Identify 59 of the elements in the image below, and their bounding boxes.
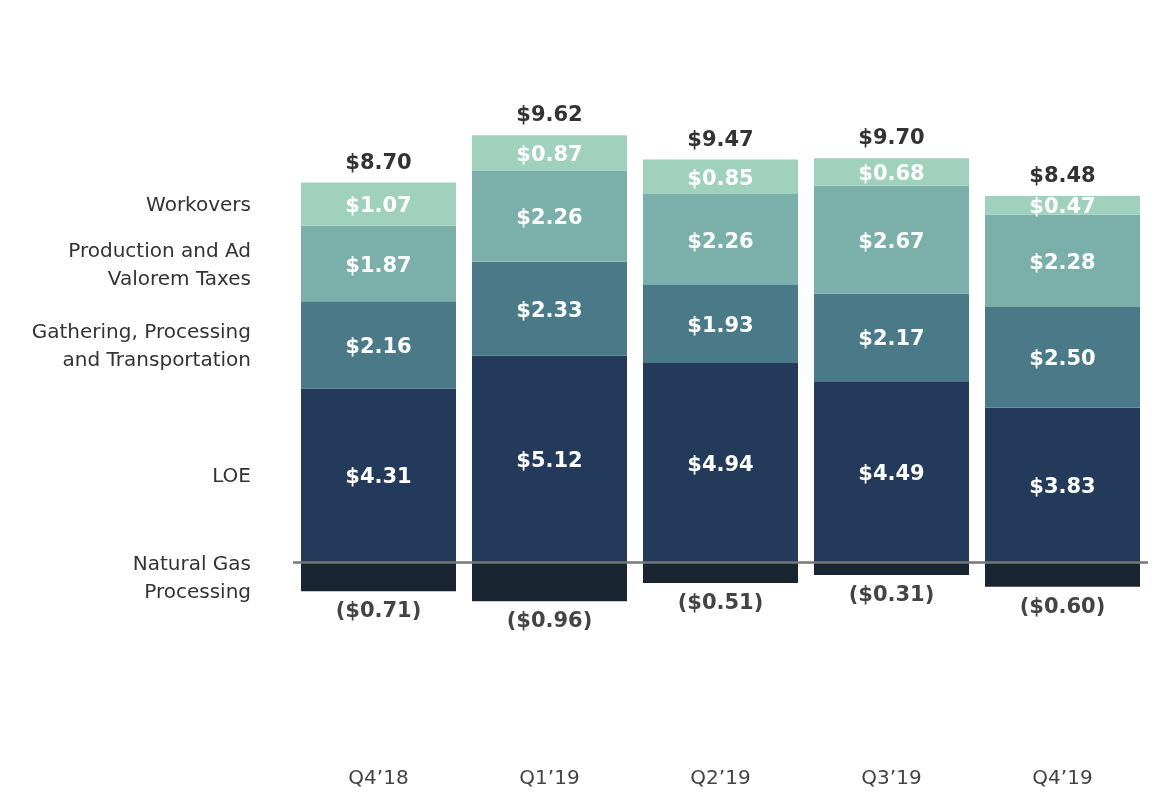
data-label: $4.49 [858,460,925,485]
data-label: $2.67 [858,228,925,253]
data-label: $1.87 [345,252,412,277]
data-label: $2.26 [516,205,583,230]
data-label: $1.93 [687,313,754,338]
total-label: $9.70 [858,125,925,150]
text: Workovers [146,192,251,217]
bar [472,261,627,356]
total-label: $8.70 [345,149,412,174]
text: LOE [212,463,251,488]
data-label: ($0.71) [335,598,422,623]
data-label: $3.83 [1029,474,1096,499]
data-label: ($0.96) [506,608,593,633]
bar [643,193,798,286]
data-label: ($0.51) [677,590,764,615]
data-label: $2.17 [858,326,925,351]
data-label: $0.47 [1029,194,1096,219]
bar [814,185,969,294]
bar [643,562,798,584]
bar [985,407,1140,563]
data-label: ($0.31) [848,582,935,607]
data-label: $2.16 [345,333,412,358]
data-label: $0.85 [687,165,754,190]
bar [301,225,456,302]
bar [301,388,456,563]
data-label: $4.94 [687,451,754,476]
x-tick-label: Q1’19 [519,765,580,790]
text: Gathering, Processing and Transportation [31,318,251,371]
bar [301,301,456,389]
bar [814,381,969,563]
data-label: ($0.60) [1019,593,1106,618]
x-tick-label: Q4’18 [348,765,409,790]
bar [301,562,456,592]
bar [472,170,627,262]
x-tick-label: Q3’19 [861,765,922,790]
data-label: $2.28 [1029,249,1096,274]
bar [985,306,1140,408]
data-label: $2.26 [687,228,754,253]
data-label: $1.07 [345,193,412,218]
bar [301,182,456,226]
data-label: $2.50 [1029,346,1096,371]
data-label: $4.31 [345,464,412,489]
total-label: $9.47 [687,126,754,151]
data-label: $5.12 [516,448,583,473]
bar [985,562,1140,587]
total-label: $8.48 [1029,162,1096,187]
bar [472,562,627,602]
bar [643,285,798,364]
x-tick-label: Q4’19 [1032,765,1093,790]
text: Production and Ad Valorem Taxes [68,237,251,290]
data-label: $0.68 [858,161,925,186]
bar [643,363,798,563]
text: Natural Gas Processing [132,550,251,603]
data-label: $0.87 [516,141,583,166]
x-tick-label: Q2’19 [690,765,751,790]
data-label: $2.33 [516,297,583,322]
bar [814,293,969,382]
bar [472,355,627,563]
total-label: $9.62 [516,102,583,127]
